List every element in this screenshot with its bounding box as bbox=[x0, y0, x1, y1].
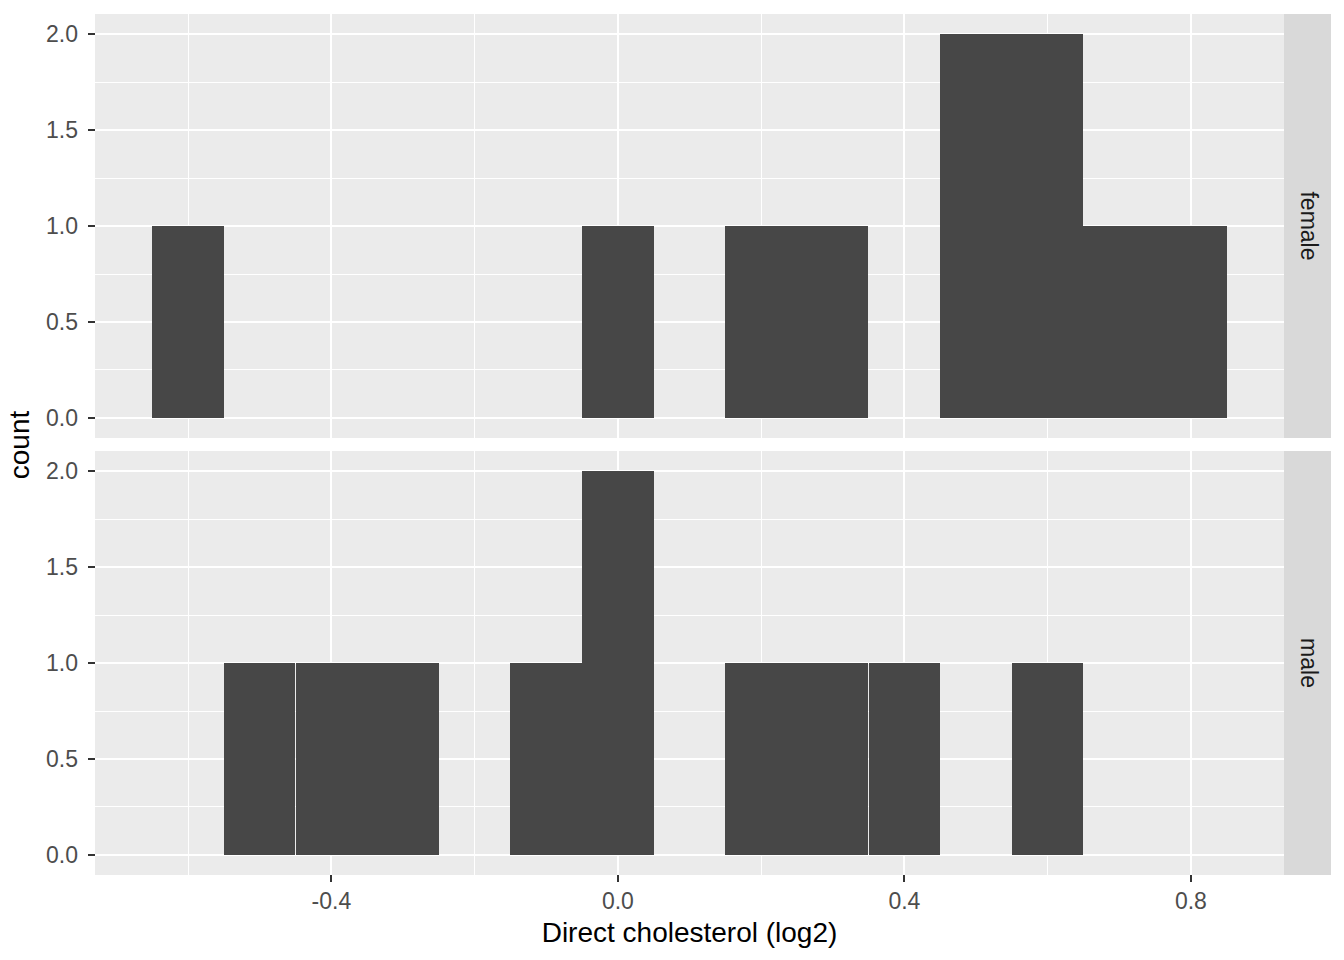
facet-strip-label: male bbox=[1294, 638, 1321, 688]
histogram-bar bbox=[224, 663, 296, 855]
gridline-minor-horizontal bbox=[95, 82, 1284, 83]
gridline-major-horizontal bbox=[95, 129, 1284, 131]
histogram-bar bbox=[1155, 226, 1227, 418]
y-tick-label: 2.0 bbox=[46, 458, 78, 485]
y-tick-mark bbox=[88, 33, 95, 35]
histogram-bar bbox=[510, 663, 582, 855]
histogram-bar bbox=[1012, 34, 1084, 418]
histogram-bar bbox=[582, 471, 654, 855]
histogram-bar bbox=[940, 34, 1012, 418]
histogram-bar bbox=[869, 663, 941, 855]
x-tick-mark bbox=[903, 875, 905, 882]
histogram-bar bbox=[725, 226, 797, 418]
y-tick-mark bbox=[88, 854, 95, 856]
histogram-bar bbox=[1083, 226, 1155, 418]
y-tick-label: 2.0 bbox=[46, 21, 78, 48]
y-tick-mark bbox=[88, 470, 95, 472]
x-tick-mark bbox=[617, 875, 619, 882]
y-tick-mark bbox=[88, 417, 95, 419]
y-tick-label: 0.5 bbox=[46, 745, 78, 772]
x-tick-label: 0.8 bbox=[1175, 888, 1207, 915]
y-tick-mark bbox=[88, 321, 95, 323]
gridline-minor-horizontal bbox=[95, 178, 1284, 179]
gridline-minor-horizontal bbox=[95, 519, 1284, 520]
histogram-bar bbox=[296, 663, 368, 855]
y-tick-label: 1.5 bbox=[46, 554, 78, 581]
histogram-bar bbox=[797, 663, 869, 855]
y-tick-label: 1.0 bbox=[46, 213, 78, 240]
y-tick-label: 0.5 bbox=[46, 308, 78, 335]
y-tick-label: 0.0 bbox=[46, 841, 78, 868]
x-tick-label: 0.4 bbox=[888, 888, 920, 915]
histogram-bar bbox=[725, 663, 797, 855]
histogram-bar bbox=[152, 226, 224, 418]
gridline-major-horizontal bbox=[95, 33, 1284, 35]
y-tick-mark bbox=[88, 566, 95, 568]
histogram-bar bbox=[1012, 663, 1084, 855]
x-tick-mark bbox=[330, 875, 332, 882]
y-tick-mark bbox=[88, 758, 95, 760]
histogram-bar bbox=[797, 226, 869, 418]
histogram-bar bbox=[582, 226, 654, 418]
y-tick-label: 1.5 bbox=[46, 117, 78, 144]
y-axis-title: count bbox=[4, 410, 36, 479]
x-tick-label: 0.0 bbox=[602, 888, 634, 915]
gridline-major-horizontal bbox=[95, 470, 1284, 472]
gridline-minor-horizontal bbox=[95, 615, 1284, 616]
y-tick-mark bbox=[88, 225, 95, 227]
histogram-bar bbox=[367, 663, 439, 855]
y-tick-mark bbox=[88, 662, 95, 664]
gridline-major-horizontal bbox=[95, 566, 1284, 568]
y-tick-mark bbox=[88, 129, 95, 131]
x-axis-title: Direct cholesterol (log2) bbox=[542, 917, 838, 949]
x-tick-mark bbox=[1190, 875, 1192, 882]
y-tick-label: 0.0 bbox=[46, 404, 78, 431]
panel-male bbox=[95, 451, 1284, 875]
facet-strip-label: female bbox=[1294, 191, 1321, 260]
faceted-histogram-figure: count female 0.0 0.5 1.0 1.5 2.0 male 0.0 0.5 1.0… bbox=[0, 0, 1344, 960]
y-tick-label: 1.0 bbox=[46, 650, 78, 677]
panel-female bbox=[95, 14, 1284, 438]
x-tick-label: -0.4 bbox=[312, 888, 352, 915]
